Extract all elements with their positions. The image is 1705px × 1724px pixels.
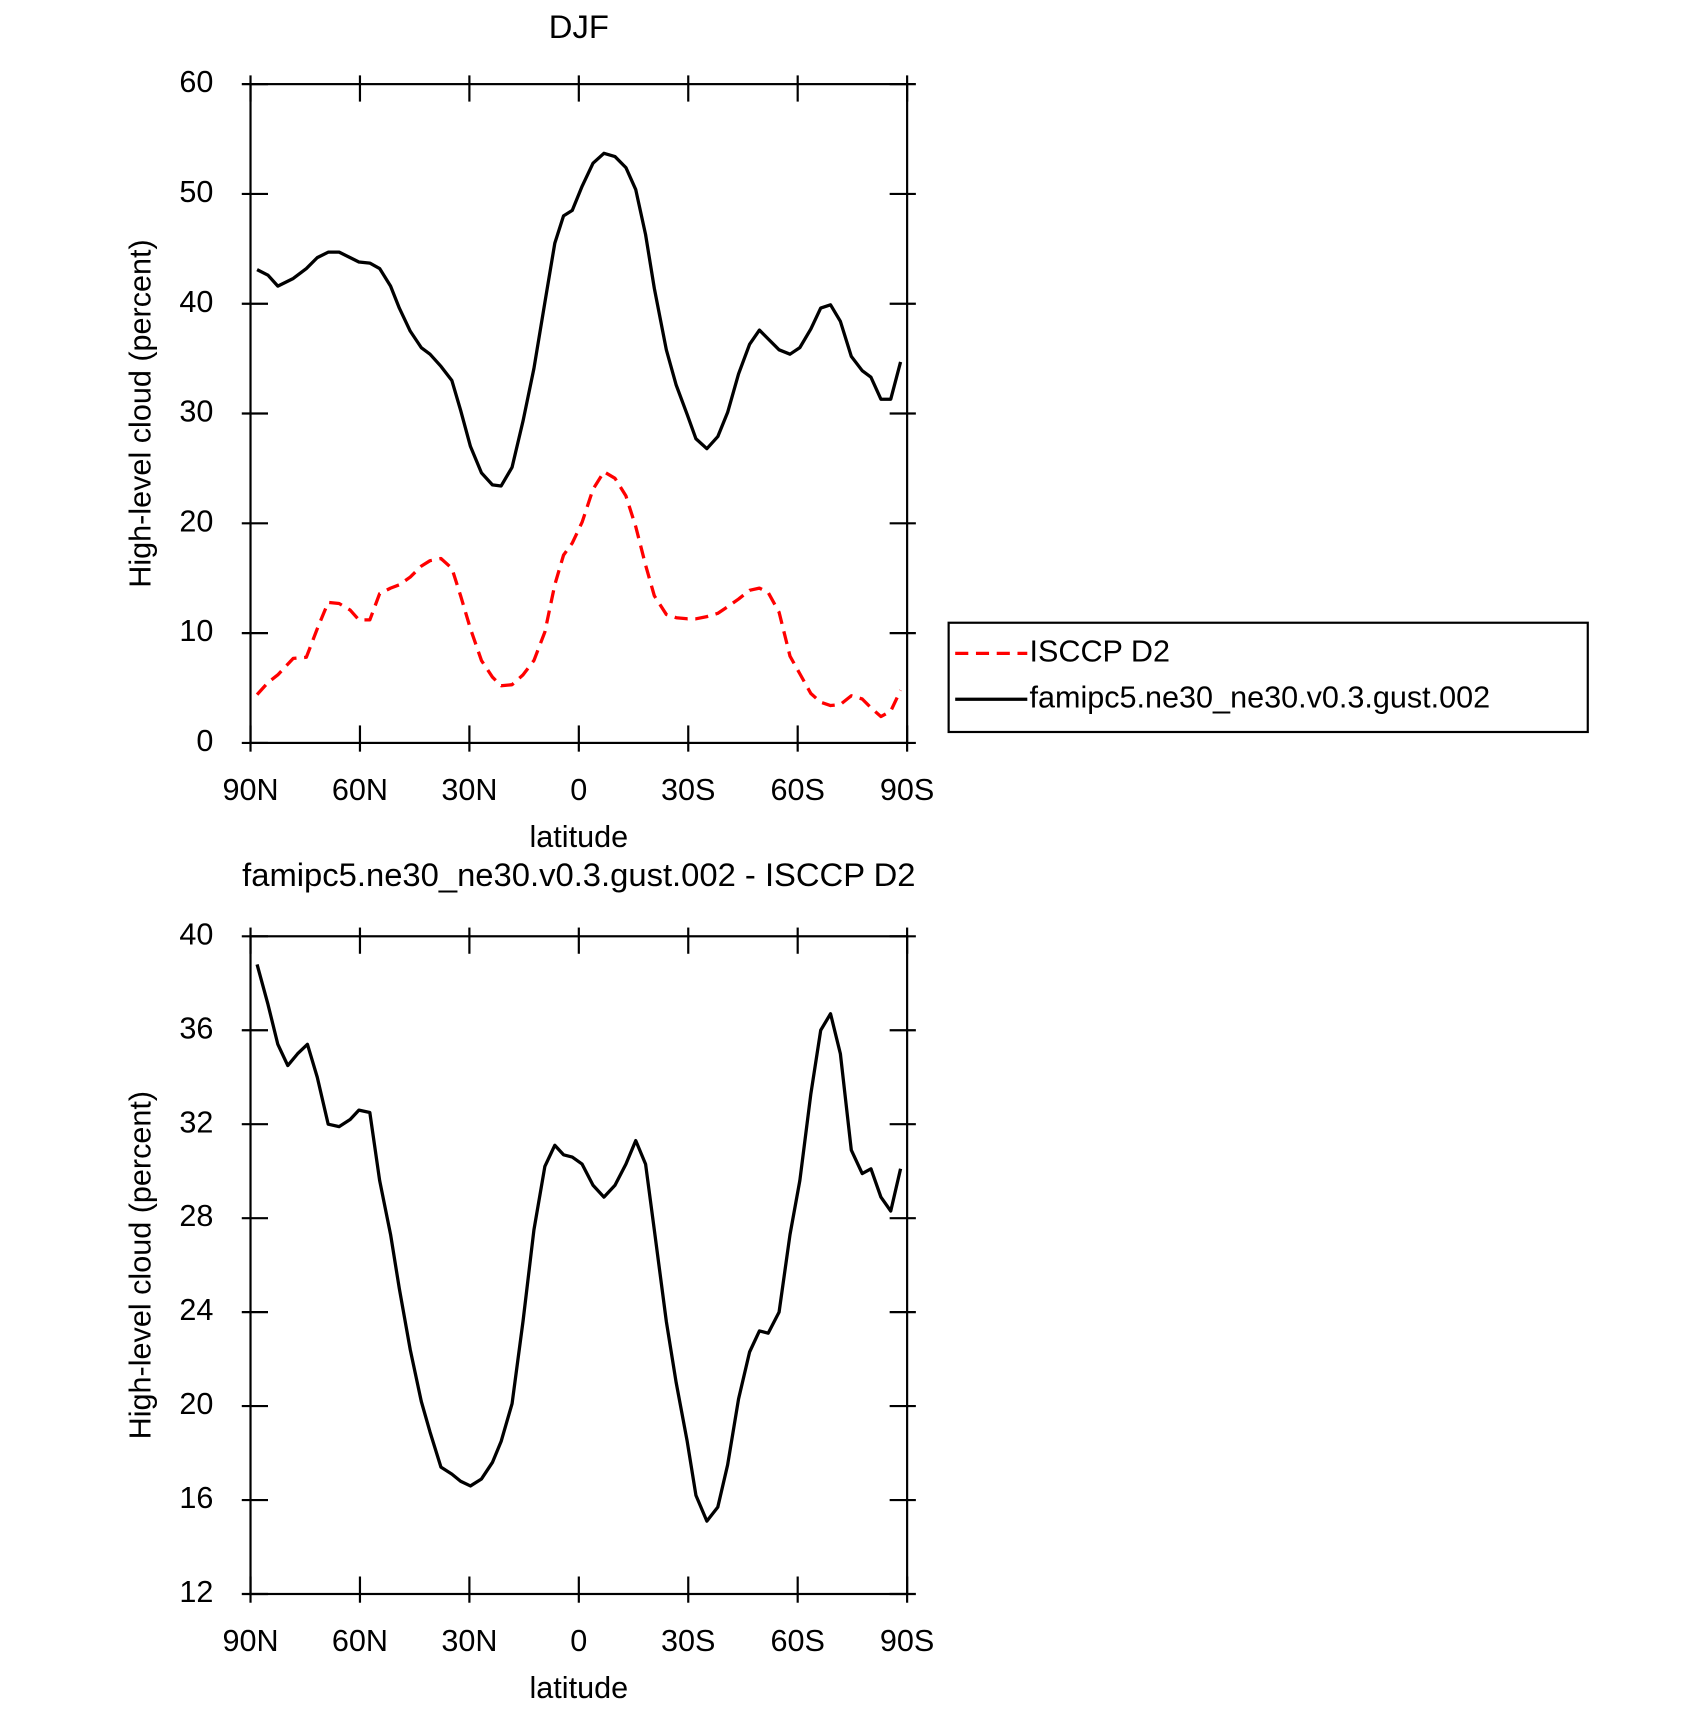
legend-label: famipc5.ne30_ne30.v0.3.gust.002 (1029, 680, 1490, 714)
y-tick-label: 60 (179, 65, 213, 99)
x-tick-label: 90S (880, 773, 934, 807)
data-line (256, 151, 903, 488)
y-tick-label: 28 (179, 1199, 213, 1233)
x-tick-label: 0 (570, 1624, 587, 1658)
y-tick-label: 20 (179, 504, 213, 538)
y-tick-label: 24 (179, 1293, 213, 1327)
y-tick-label: 50 (179, 175, 213, 209)
x-axis-label: latitude (530, 820, 629, 854)
y-tick-label: 40 (179, 285, 213, 319)
x-tick-label: 30S (661, 773, 715, 807)
x-tick-label: 90N (222, 773, 278, 807)
chart: DJF 0 10 20 30 40 50 60 90N 60N 30N 0 30S 60S 90S latit… (123, 8, 1589, 854)
x-tick-label: 60N (332, 773, 388, 807)
chart-title: DJF (549, 8, 609, 45)
y-tick-label: 36 (179, 1011, 213, 1045)
y-tick-label: 30 (179, 395, 213, 429)
chart-title: famipc5.ne30_ne30.v0.3.gust.002 - ISCCP … (242, 856, 915, 893)
data-line (255, 470, 903, 719)
y-tick-label: 40 (179, 917, 213, 951)
x-tick-label: 90S (880, 1624, 934, 1658)
y-tick-label: 12 (179, 1575, 213, 1609)
y-tick-label: 16 (179, 1481, 213, 1515)
y-axis-label: High-level cloud (percent) (123, 1091, 157, 1439)
x-tick-label: 0 (570, 773, 587, 807)
chart: famipc5.ne30_ne30.v0.3.gust.002 - ISCCP … (123, 856, 934, 1705)
x-tick-label: 60N (332, 1624, 388, 1658)
legend: ISCCP D2 famipc5.ne30_ne30.v0.3.gust.002 (947, 621, 1589, 734)
y-tick-label: 32 (179, 1105, 213, 1139)
plot-frame (249, 83, 909, 745)
y-tick-label: 0 (196, 724, 213, 758)
x-tick-label: 60S (770, 1624, 824, 1658)
y-axis-label: High-level cloud (percent) (123, 239, 157, 587)
x-tick-label: 30S (661, 1624, 715, 1658)
y-tick-label: 10 (179, 614, 213, 648)
x-tick-label: 30N (441, 1624, 497, 1658)
x-tick-label: 30N (441, 773, 497, 807)
legend-box (947, 621, 1589, 734)
plot-frame (249, 935, 909, 1596)
data-line (255, 964, 903, 1523)
x-axis-label: latitude (530, 1671, 629, 1705)
legend-label: ISCCP D2 (1029, 634, 1169, 668)
x-tick-label: 60S (770, 773, 824, 807)
y-tick-label: 20 (179, 1387, 213, 1421)
x-tick-label: 90N (222, 1624, 278, 1658)
